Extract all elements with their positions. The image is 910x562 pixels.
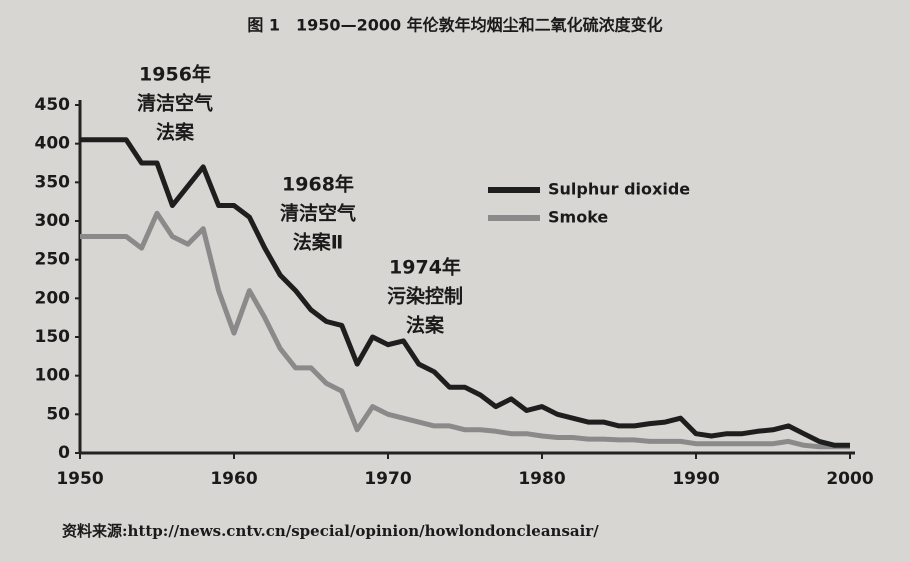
annotation: 法案Ⅱ (293, 231, 344, 254)
annotation: 污染控制 (387, 285, 463, 308)
y-tick-label: 50 (46, 404, 70, 424)
annotation: 法案 (406, 314, 445, 337)
x-tick-label: 1960 (210, 469, 257, 489)
x-tick-label: 1980 (518, 469, 565, 489)
y-tick-label: 400 (35, 134, 71, 154)
annotation: 清洁空气 (280, 202, 356, 225)
annotation: 1956年 (139, 63, 211, 86)
x-tick-label: 1990 (672, 469, 719, 489)
y-tick-label: 200 (35, 288, 71, 308)
y-tick-label: 150 (35, 327, 71, 347)
y-tick-label: 0 (58, 443, 70, 463)
line-series (80, 210, 850, 450)
source-note: 资料来源:http://news.cntv.cn/special/opinion… (62, 522, 599, 540)
x-tick-label: 2000 (826, 469, 873, 489)
annotation: 法案 (156, 121, 195, 144)
y-tick-label: 300 (35, 211, 71, 231)
annotation: 1968年 (282, 173, 354, 196)
legend-label: Smoke (548, 208, 608, 227)
annotation: 1974年 (389, 256, 461, 279)
y-tick-label: 450 (35, 95, 71, 115)
x-tick-label: 1970 (364, 469, 411, 489)
line-series (80, 137, 850, 448)
chart-title: 图 1 1950—2000 年伦敦年均烟尘和二氧化硫浓度变化 (247, 16, 662, 35)
y-tick-label: 250 (35, 250, 71, 270)
legend-label: Sulphur dioxide (548, 180, 690, 199)
annotation: 清洁空气 (137, 92, 213, 115)
x-tick-label: 1950 (56, 469, 103, 489)
y-tick-label: 350 (35, 172, 71, 192)
y-tick-label: 100 (35, 366, 71, 386)
